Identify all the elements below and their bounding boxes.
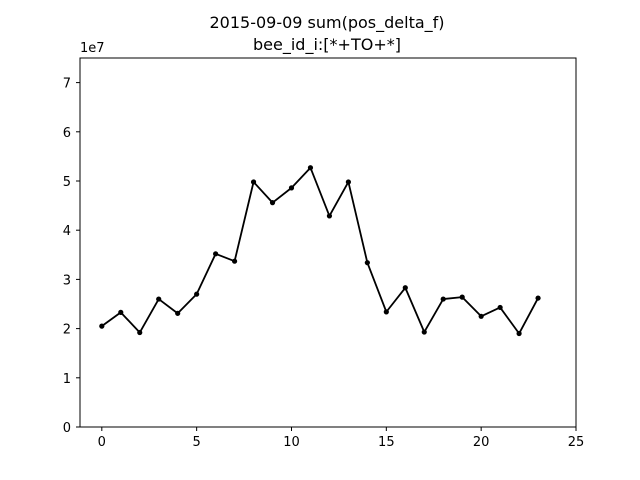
series-line xyxy=(101,166,539,335)
plot-frame xyxy=(79,57,577,428)
data-point xyxy=(194,291,200,297)
y-tick-label: 3 xyxy=(63,273,71,288)
data-point xyxy=(213,251,219,257)
x-tick-label: 25 xyxy=(568,435,585,450)
data-point xyxy=(156,296,162,302)
x-tick-label: 10 xyxy=(283,435,300,450)
data-point xyxy=(307,165,314,171)
data-point xyxy=(516,330,522,337)
y-tick-label: 1 xyxy=(63,372,71,387)
data-point xyxy=(231,258,238,264)
data-series xyxy=(99,165,541,337)
data-point xyxy=(535,295,541,301)
y-axis-offset-label: 1e7 xyxy=(80,41,105,56)
data-point xyxy=(137,329,143,336)
axis-ticks: 0 5 10 15 20 25 0 1 2 3 4 5 6 7 xyxy=(63,77,585,450)
x-tick-label: 0 xyxy=(98,435,106,450)
chart-title-line-1: 2015-09-09 sum(pos_delta_f) xyxy=(209,13,444,33)
data-point xyxy=(440,296,446,302)
data-point xyxy=(250,179,257,185)
x-tick-label: 15 xyxy=(378,435,395,450)
x-tick-label: 20 xyxy=(473,435,490,450)
data-point xyxy=(99,323,105,329)
data-point xyxy=(118,309,124,315)
y-tick-label: 5 xyxy=(63,175,71,190)
data-point xyxy=(345,179,351,185)
x-tick-label: 5 xyxy=(193,435,201,450)
y-tick-label: 6 xyxy=(63,126,71,141)
data-point xyxy=(364,260,370,266)
data-point xyxy=(478,313,484,319)
y-tick-label: 4 xyxy=(63,224,71,239)
y-tick-label: 2 xyxy=(63,323,71,338)
y-tick-label: 7 xyxy=(63,77,71,92)
data-point xyxy=(288,185,295,191)
data-point xyxy=(326,213,333,219)
data-point xyxy=(402,285,408,291)
data-point xyxy=(459,294,465,300)
data-point xyxy=(175,310,181,316)
y-tick-label: 0 xyxy=(63,421,71,436)
data-point xyxy=(269,200,276,206)
data-point xyxy=(421,329,427,335)
data-point xyxy=(497,304,503,311)
chart-title-line-2: bee_id_i:[*+TO+*] xyxy=(253,35,401,55)
data-point xyxy=(383,309,389,315)
